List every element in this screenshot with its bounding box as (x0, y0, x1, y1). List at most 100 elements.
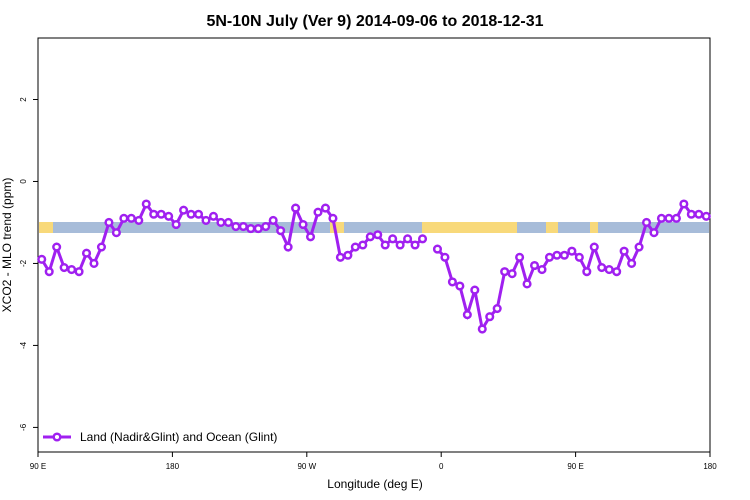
legend-label: Land (Nadir&Glint) and Ocean (Glint) (80, 430, 277, 444)
data-point (537, 265, 547, 275)
data-point (641, 217, 652, 228)
data-point (500, 267, 510, 277)
data-point (358, 240, 368, 250)
data-point (52, 242, 62, 252)
data-point (403, 234, 413, 244)
data-point (350, 242, 360, 252)
data-point (462, 310, 472, 320)
data-point (634, 242, 644, 252)
data-point (149, 209, 159, 219)
data-point (268, 215, 278, 225)
data-point (455, 281, 465, 291)
data-point (320, 203, 331, 213)
data-point (440, 252, 450, 262)
data-point (686, 209, 696, 219)
data-point (253, 224, 263, 234)
y-axis-label: XCO2 - MLO trend (ppm) (0, 178, 14, 313)
data-point (470, 285, 480, 295)
data-point (694, 209, 704, 219)
data-point (365, 232, 375, 242)
data-point (126, 213, 136, 223)
data-point (186, 209, 196, 219)
data-point (559, 250, 569, 260)
data-point (193, 209, 204, 219)
data-point (604, 265, 614, 275)
data-point (59, 262, 69, 273)
data-point (179, 205, 189, 215)
data-point (134, 215, 144, 225)
x-tick-label: 180 (703, 462, 717, 471)
y-tick-label: -4 (19, 341, 28, 349)
x-tick-label: 90 W (297, 462, 316, 471)
data-point (544, 252, 555, 262)
data-point (291, 203, 301, 213)
data-point (276, 226, 286, 236)
chart-title: 5N-10N July (Ver 9) 2014-09-06 to 2018-1… (206, 13, 543, 30)
data-point (701, 211, 711, 221)
data-point (104, 217, 114, 228)
data-point (507, 269, 517, 279)
data-point (388, 234, 398, 244)
y-tick-label: -6 (19, 423, 28, 431)
data-point (246, 224, 256, 234)
data-point (81, 248, 92, 258)
data-point (216, 217, 226, 228)
data-point (201, 215, 211, 225)
data-point (67, 265, 77, 275)
data-point (141, 199, 151, 209)
data-point (208, 211, 219, 221)
data-point (485, 312, 495, 322)
data-point (619, 246, 629, 256)
data-point (567, 246, 577, 256)
y-tick-label: 0 (19, 179, 28, 184)
data-point (432, 244, 443, 254)
data-point (395, 240, 405, 250)
data-point (671, 213, 681, 223)
data-point (298, 219, 308, 230)
x-tick-label: 0 (439, 462, 444, 471)
data-point (156, 209, 166, 219)
data-point (313, 207, 323, 217)
data-point (231, 222, 241, 232)
data-point (261, 222, 271, 232)
x-axis-label: Longitude (deg E) (327, 477, 422, 491)
legend-marker (52, 432, 62, 442)
data-point (89, 258, 99, 268)
y-tick-label: 2 (19, 97, 28, 102)
data-point (612, 267, 622, 277)
data-point (597, 262, 607, 273)
x-tick-label: 90 E (567, 462, 583, 471)
data-point (529, 260, 540, 271)
data-point (492, 303, 502, 314)
data-point (656, 213, 667, 223)
data-point (410, 240, 420, 250)
data-point (627, 258, 637, 268)
data-point (74, 267, 84, 277)
data-point (96, 242, 107, 252)
data-point (328, 213, 338, 223)
data-point (111, 228, 121, 238)
data-point (477, 324, 487, 334)
plot-frame (37, 37, 711, 453)
data-point (119, 213, 129, 223)
data-point (664, 213, 674, 223)
data-point (37, 254, 47, 264)
data-point (417, 234, 428, 244)
data-point (447, 277, 457, 287)
data-point (380, 240, 390, 250)
data-point (238, 222, 248, 232)
data-point (164, 211, 174, 221)
y-tick-label: -2 (19, 259, 28, 267)
data-point (589, 242, 599, 252)
data-point (305, 232, 316, 242)
data-point (343, 250, 353, 260)
data-point (335, 252, 345, 262)
data-point (679, 199, 689, 209)
data-point (171, 219, 181, 230)
land-ocean-strip (39, 222, 709, 233)
data-point (522, 279, 532, 289)
data-point (283, 242, 293, 252)
data-point (552, 250, 562, 260)
data-point (44, 267, 54, 277)
